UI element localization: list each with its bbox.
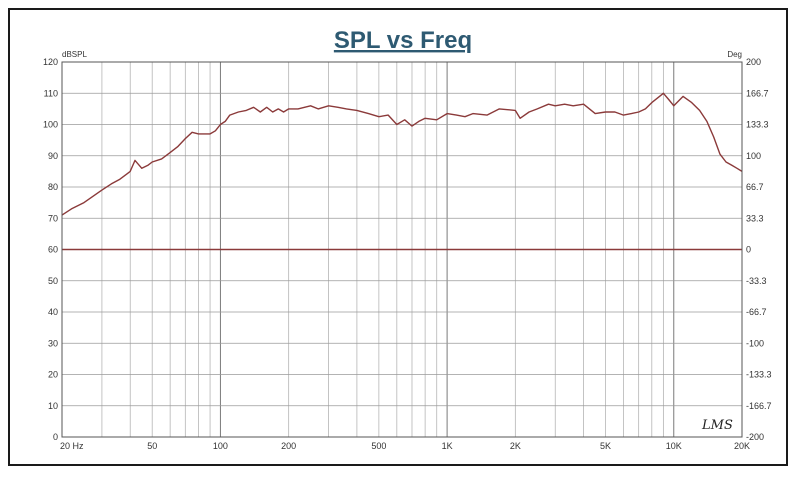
x-tick-label: 20K	[734, 441, 750, 451]
x-tick-label: 2K	[510, 441, 521, 451]
chart-frame: SPL vs Freq 0 10 20 30 40 50 60 70 80 90 100 110 120…	[8, 8, 788, 466]
y-left-unit-label: dBSPL	[62, 50, 87, 59]
y-left-tick-label: 100	[43, 120, 58, 130]
y-left-tick-label: 90	[48, 151, 58, 161]
y-left-tick-label: 60	[48, 245, 58, 255]
y-right-tick-label: 66.7	[746, 182, 764, 192]
y-left-tick-label: 120	[43, 57, 58, 67]
x-tick-label: 100	[213, 441, 228, 451]
y-left-tick-label: 80	[48, 182, 58, 192]
x-tick-label: 50	[147, 441, 157, 451]
x-tick-label: 500	[371, 441, 386, 451]
y-right-tick-label: 133.3	[746, 120, 769, 130]
spl-vs-freq-chart: SPL vs Freq 0 10 20 30 40 50 60 70 80 90 100 110 120…	[10, 10, 786, 464]
y-left-tick-label: 40	[48, 307, 58, 317]
x-tick-label: 200	[281, 441, 296, 451]
chart-title: SPL vs Freq	[334, 27, 472, 54]
y-left-tick-label: 20	[48, 370, 58, 380]
x-tick-label: 1K	[442, 441, 453, 451]
x-tick-label: 10K	[666, 441, 682, 451]
y-left-tick-label: 50	[48, 276, 58, 286]
y-right-tick-label: 166.7	[746, 88, 769, 98]
tick-labels: 0 10 20 30 40 50 60 70 80 90 100 110 120 -200 -166.7 -1…	[43, 57, 772, 451]
y-right-tick-label: -166.7	[746, 401, 772, 411]
series-layer	[61, 92, 743, 251]
y-left-tick-label: 110	[44, 88, 58, 98]
y-left-tick-label: 30	[48, 338, 58, 348]
y-right-tick-label: 33.3	[746, 213, 764, 223]
lms-watermark: LMS	[701, 418, 733, 433]
plot-border	[61, 61, 743, 438]
spl-series-line	[61, 92, 743, 216]
y-right-tick-label: 200	[746, 57, 761, 67]
y-left-tick-label: 70	[48, 213, 58, 223]
y-right-unit-label: Deg	[727, 50, 742, 59]
y-right-tick-label: 0	[746, 245, 751, 255]
y-right-tick-label: -200	[746, 432, 764, 442]
y-right-tick-label: -100	[746, 338, 764, 348]
y-right-tick-label: -133.3	[746, 370, 772, 380]
y-left-tick-label: 10	[48, 401, 58, 411]
y-right-tick-label: 100	[746, 151, 761, 161]
y-right-tick-label: -33.3	[746, 276, 767, 286]
x-tick-label: 5K	[600, 441, 611, 451]
y-left-tick-label: 0	[53, 432, 58, 442]
y-right-tick-label: -66.7	[746, 307, 767, 317]
x-tick-label: 20 Hz	[60, 441, 84, 451]
